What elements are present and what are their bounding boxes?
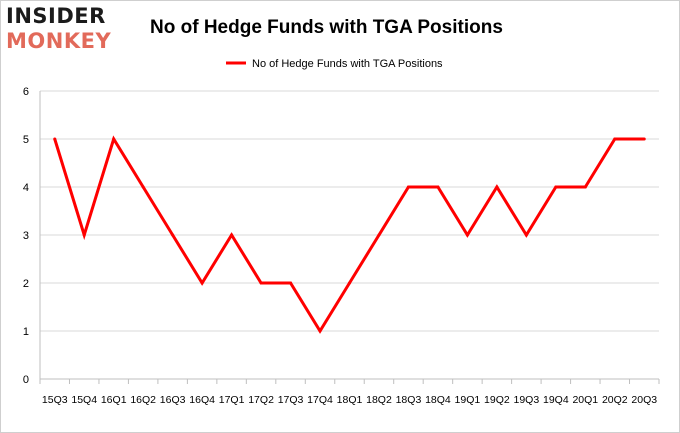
y-tick-label: 4: [23, 182, 29, 194]
data-point: [642, 137, 646, 141]
y-tick-label: 6: [23, 86, 29, 98]
x-tick-label: 17Q4: [307, 394, 333, 406]
x-tick-label: 19Q1: [455, 394, 481, 406]
data-point: [495, 185, 499, 189]
legend-label: No of Hedge Funds with TGA Positions: [252, 58, 443, 70]
x-tick-label: 15Q4: [71, 394, 97, 406]
x-tick-label: 19Q2: [484, 394, 510, 406]
data-point: [171, 233, 175, 237]
x-tick-label: 18Q1: [337, 394, 363, 406]
x-tick-label: 17Q1: [219, 394, 245, 406]
series-lines: [53, 135, 646, 334]
insider-monkey-logo: INSIDER MONKEY: [6, 6, 130, 56]
y-axis: 0 1 2 3 4 5 6: [23, 86, 41, 386]
data-point: [82, 233, 86, 237]
x-tick-label: 17Q2: [248, 394, 274, 406]
x-tick-label: 18Q4: [425, 394, 451, 406]
x-tick-label: 19Q4: [543, 394, 569, 406]
data-point: [583, 185, 587, 189]
data-point: [406, 185, 410, 189]
data-point: [348, 281, 351, 285]
logo-line-2: MONKEY: [6, 29, 112, 53]
logo-line-1: INSIDER: [6, 4, 106, 28]
x-tick-label: 20Q3: [631, 394, 657, 406]
x-tick-label: 19Q3: [514, 394, 540, 406]
data-point: [112, 137, 116, 141]
data-point: [318, 329, 322, 333]
data-point: [554, 185, 558, 189]
data-point: [200, 281, 204, 285]
x-tick-label: 17Q3: [278, 394, 304, 406]
x-tick-label: 18Q3: [396, 394, 422, 406]
x-tick-label: 16Q3: [160, 394, 186, 406]
y-tick-label: 2: [23, 278, 29, 290]
y-tick-label: 5: [23, 134, 29, 146]
y-tick-label: 0: [23, 374, 29, 386]
x-tick-label: 15Q3: [42, 394, 68, 406]
gridlines: [40, 90, 659, 332]
data-point: [436, 185, 440, 189]
x-axis: 15Q3 15Q4 16Q1 16Q2 16Q3 16Q4 17Q1 17Q2 17Q3 17Q4…: [39, 378, 660, 406]
data-point: [289, 281, 293, 285]
x-tick-label: 16Q2: [130, 394, 156, 406]
y-tick-label: 3: [23, 230, 29, 242]
data-point: [259, 281, 263, 285]
x-tick-label: 18Q2: [366, 394, 392, 406]
data-point: [465, 233, 469, 237]
legend: No of Hedge Funds with TGA Positions: [226, 58, 443, 70]
data-point: [141, 185, 145, 189]
y-tick-label: 1: [23, 326, 29, 338]
data-point: [377, 233, 381, 237]
chart-title: No of Hedge Funds with TGA Positions: [150, 17, 503, 38]
data-point: [53, 137, 57, 141]
x-tick-label: 16Q4: [189, 394, 215, 406]
data-point: [524, 233, 528, 237]
x-tick-label: 20Q1: [572, 394, 598, 406]
x-tick-label: 20Q2: [602, 394, 628, 406]
data-point: [613, 137, 617, 141]
x-tick-label: 16Q1: [101, 394, 127, 406]
data-point: [230, 233, 234, 237]
